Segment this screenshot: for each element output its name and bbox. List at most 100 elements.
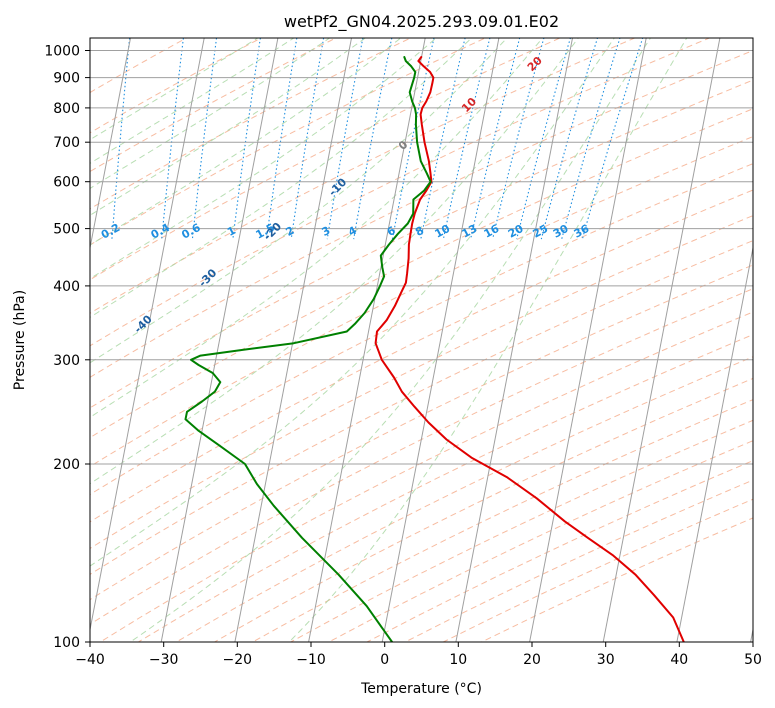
isotherm-line [750,626,753,642]
dry-adiabat-line [90,38,188,94]
isotherm-line [676,245,753,642]
y-axis-title: Pressure (hPa) [12,290,28,390]
mixing-ratio-line [111,38,131,240]
moist-adiabat-line [288,38,688,642]
isotherm-line [529,38,647,642]
isotherm-line [381,38,500,642]
mixing-ratio-label: 10 [433,222,453,241]
moist-adiabat-line [90,38,402,246]
mixing-ratio-line [581,38,644,240]
mixing-ratio-line [420,38,466,240]
moist-adiabat-line [90,38,437,280]
mixing-ratio-label: 0.2 [99,221,122,242]
y-tick-label: 400 [53,279,80,295]
dry-adiabat-line [90,38,263,134]
moist-adiabat-line [90,38,295,164]
y-tick-label: 100 [53,635,80,651]
dry-adiabat-line [99,311,753,642]
mixing-ratio-label: 25 [531,222,551,241]
dry-adiabat-line [90,38,562,281]
dewpoint-trace [184,56,432,642]
dry-adiabat-line [90,240,753,575]
mixing-ratio-label: 3 [320,224,333,239]
isotherm-line [90,38,205,633]
isotherm-line [90,38,131,251]
isotherm-line [308,38,426,642]
mixing-ratio-label: 16 [482,222,502,241]
dry-adiabat-line [90,189,753,523]
moist-adiabat-line [90,38,615,567]
dry-adiabat-line [137,334,753,642]
dry-adiabat-line [90,49,753,378]
dry-adiabat-line [480,517,753,642]
dry-adiabat-line [90,163,753,496]
dry-adiabat-line [90,79,753,409]
mixing-ratio-line [540,38,599,240]
isotherm-line [234,38,352,642]
mixing-ratio-line [561,38,621,240]
y-tick-label: 1000 [44,44,80,60]
y-tick-label: 300 [53,353,80,369]
mixing-ratio-line [161,38,184,240]
mixing-ratio-label: 8 [413,224,426,239]
moist-adiabat-line [90,38,473,318]
isotherm-label: 20 [525,54,545,74]
mixing-ratio-label: 36 [572,222,592,241]
dry-adiabat-line [251,399,753,642]
dry-adiabat-line [90,38,337,173]
mixing-ratio-label: 2 [284,224,297,239]
dry-adiabat-line [90,108,753,439]
temperature-trace [374,56,685,642]
mixing-ratio-line [492,38,545,240]
plot-frame [89,37,754,643]
dry-adiabat-line [90,215,753,550]
isotherm-line [0,38,57,642]
mixing-ratio-line [470,38,521,240]
y-axis-ticks: 100 200 300 400 500 600 700 800 900 1000 [44,44,90,651]
dry-adiabat-line [90,135,753,468]
x-tick-label: −30 [149,652,179,668]
x-axis-ticks: −40 −30 −20 −10 0 10 20 30 40 50 [75,642,762,668]
isobars [90,50,753,642]
dry-adiabat-line [327,440,753,642]
moist-adiabat-line [90,38,579,485]
x-axis-title: Temperature (°C) [360,681,482,697]
mixing-ratio-line [191,38,218,240]
isotherm-label: -20 [261,220,284,243]
dry-adiabat-line [90,38,711,347]
isotherm-label: 30 [591,14,611,34]
mixing-ratio-line [232,38,261,240]
y-tick-label: 700 [53,135,80,151]
dry-adiabats [90,38,753,642]
dry-adiabat-line [90,38,412,210]
x-tick-label: 10 [449,652,467,668]
isotherm-line [602,38,721,642]
isotherm-label: -60 [4,414,27,437]
mixing-ratio-line [391,38,435,240]
mixing-ratio-line [265,38,298,240]
isotherm-line [160,38,279,642]
dry-adiabat-line [175,356,753,642]
x-tick-label: −40 [75,652,105,668]
isotherms [0,38,753,642]
x-tick-label: 50 [744,652,762,668]
isotherm-label: -10 [326,175,349,198]
y-tick-label: 200 [53,457,80,473]
dry-adiabat-line [213,377,753,642]
mixing-ratio-label: 30 [551,222,571,241]
moist-adiabat-line [90,38,259,141]
y-tick-label: 500 [53,222,80,238]
moist-adiabats [90,38,688,642]
sounding-series [184,56,685,642]
x-tick-label: 0 [380,652,389,668]
plot-area: 0.10.20.40.611.52346810131620253036-100-… [0,14,753,642]
y-tick-label: 900 [53,71,80,87]
chart-title: wetPf2_GN04.2025.293.09.01.E02 [284,12,559,32]
isotherm-label: 10 [459,95,479,115]
y-tick-label: 800 [53,101,80,117]
mixing-ratio-line [516,38,571,240]
mixing-ratio-lines [111,38,644,240]
x-tick-label: −20 [223,652,253,668]
mixing-ratio-label: 20 [506,222,526,241]
